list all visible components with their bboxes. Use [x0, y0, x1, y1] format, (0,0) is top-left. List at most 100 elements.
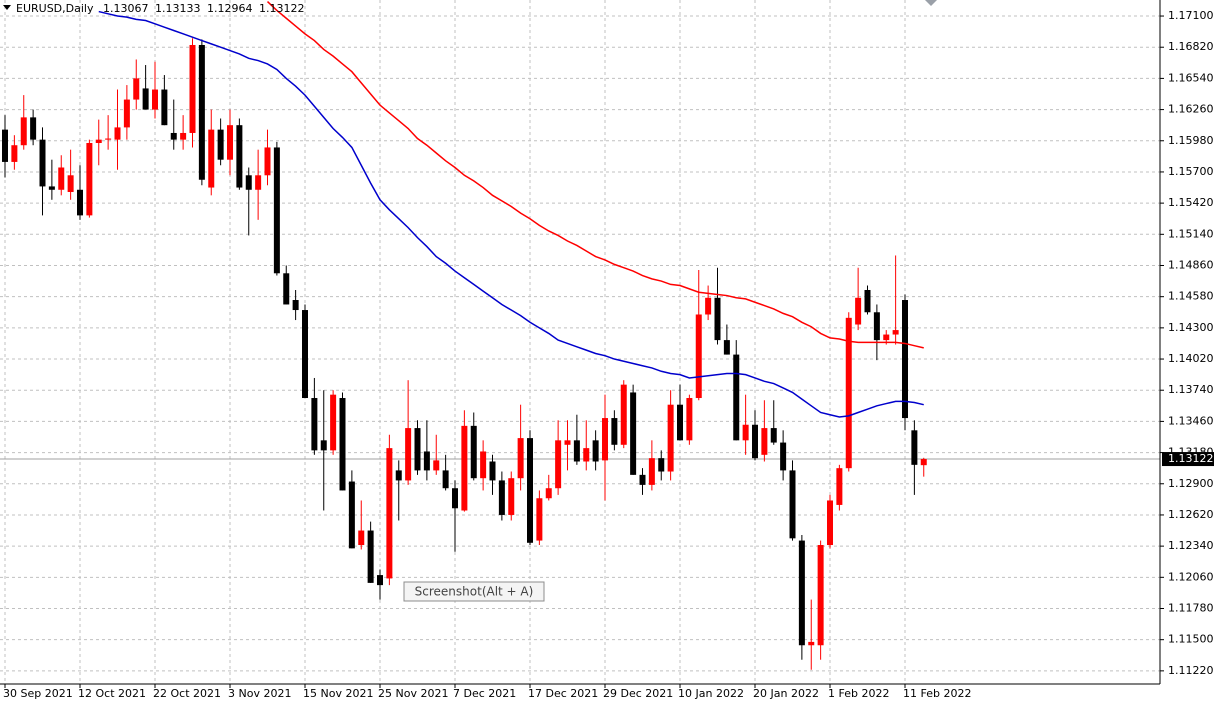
candle-body: [602, 418, 608, 461]
candle-body: [892, 330, 899, 335]
candle-body: [517, 438, 524, 479]
candle-body: [114, 127, 121, 140]
x-tick-label: 29 Dec 2021: [603, 687, 673, 700]
y-tick-label: 1.14580: [1168, 290, 1214, 303]
candle-body: [292, 300, 299, 311]
candle-body: [583, 448, 590, 462]
candle-body: [245, 175, 252, 190]
candle-body: [902, 300, 908, 419]
candle-body: [911, 430, 918, 465]
candle-body: [452, 488, 458, 509]
x-tick-label: 25 Nov 2021: [378, 687, 448, 700]
candle-body: [686, 398, 693, 441]
x-tick-label: 10 Jan 2022: [678, 687, 744, 700]
candle-body: [30, 117, 37, 140]
candle-body: [836, 468, 843, 505]
candle-body: [864, 289, 871, 313]
y-tick-label: 1.14300: [1168, 321, 1214, 334]
candle-body: [283, 273, 290, 305]
candle-body: [273, 147, 280, 274]
y-tick-label: 1.16820: [1168, 40, 1214, 53]
menu-arrow[interactable]: [3, 5, 11, 10]
y-tick-label: 1.11500: [1168, 633, 1214, 646]
candle-body: [498, 480, 505, 515]
price-label-box: [1162, 452, 1214, 467]
candle-body: [386, 448, 393, 579]
candle-body: [95, 139, 102, 143]
y-tick-label: 1.14860: [1168, 258, 1214, 271]
candle-body: [339, 398, 346, 491]
candle-body: [180, 132, 187, 140]
header-high: 1.13133: [155, 2, 201, 15]
chart-header: EURUSD,Daily 1.13067 1.13133 1.12964 1.1…: [16, 2, 304, 15]
candle-body: [630, 392, 637, 475]
candle-body: [358, 530, 365, 546]
candle-body: [348, 481, 355, 549]
candle-body: [67, 175, 74, 192]
candle-body: [405, 428, 412, 481]
candle-body: [2, 129, 8, 162]
tooltip: Screenshot(Alt + A): [403, 581, 545, 602]
y-tick-label: 1.15420: [1168, 196, 1214, 209]
grid-layer: [0, 0, 1160, 684]
x-tick-label: 3 Nov 2021: [228, 687, 291, 700]
candle-body: [789, 470, 796, 539]
candle-body: [208, 129, 215, 188]
x-tick-label: 7 Dec 2021: [453, 687, 516, 700]
moving-average-line: [266, 1, 924, 349]
candle-body: [330, 394, 337, 451]
header-open: 1.13067: [103, 2, 149, 15]
x-tick-label: 20 Jan 2022: [753, 687, 819, 700]
candle-body: [677, 404, 683, 441]
candle-body: [480, 451, 487, 479]
y-tick-label: 1.13740: [1168, 383, 1214, 396]
candle-body: [817, 545, 824, 646]
candle-body: [395, 470, 402, 481]
candle-body: [761, 428, 768, 455]
candle-body: [123, 99, 130, 128]
y-tick-label: 1.15980: [1168, 134, 1214, 147]
candle-body: [527, 438, 533, 543]
candle-body: [170, 132, 177, 140]
candle-body: [433, 460, 440, 471]
candle-body: [39, 139, 46, 187]
candle-body: [470, 425, 477, 479]
candle-body: [845, 317, 852, 469]
candle-body: [255, 175, 262, 190]
candle-body: [77, 189, 83, 216]
candle-body: [873, 312, 880, 341]
candle-body: [545, 488, 552, 499]
x-tick-label: 30 Sep 2021: [3, 687, 73, 700]
candle-body: [620, 384, 627, 445]
candle-body: [555, 440, 562, 489]
candle-body: [152, 89, 158, 110]
tooltip-text: Screenshot(Alt + A): [415, 585, 534, 599]
y-tick-label: 1.15140: [1168, 227, 1214, 240]
candle-body: [705, 297, 712, 315]
y-tick-label: 1.17100: [1168, 9, 1214, 22]
candle-body: [780, 442, 787, 471]
y-tick-label: 1.16260: [1168, 103, 1214, 116]
candle-body: [311, 398, 318, 451]
candle-body: [367, 530, 374, 583]
candle-body: [442, 470, 449, 489]
candle-body: [808, 641, 815, 646]
candle-body: [58, 167, 65, 190]
candle-body: [489, 461, 496, 481]
candle-body: [86, 142, 93, 216]
candle-body: [855, 297, 862, 325]
candle-body: [573, 440, 580, 462]
candle-body: [536, 498, 543, 541]
candle-body: [377, 575, 383, 586]
candle-body: [733, 354, 740, 441]
shift-marker[interactable]: [925, 0, 937, 6]
candle-body: [133, 78, 140, 100]
candle-body: [236, 125, 243, 188]
x-tick-label: 17 Dec 2021: [528, 687, 598, 700]
header-low: 1.12964: [207, 2, 253, 15]
y-tick-label: 1.14020: [1168, 352, 1214, 365]
